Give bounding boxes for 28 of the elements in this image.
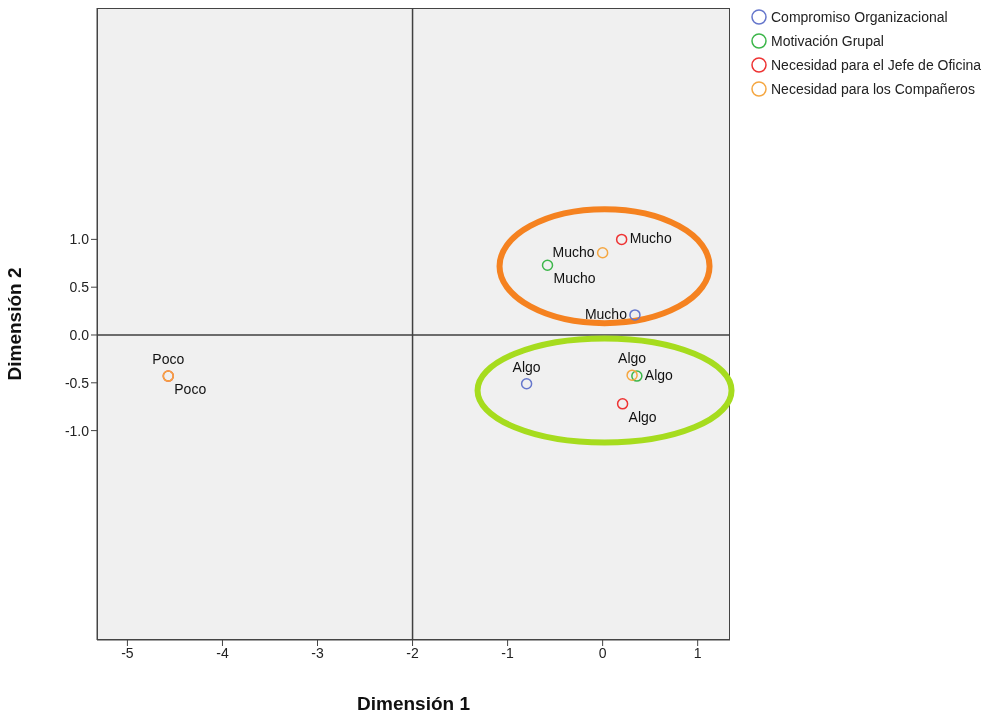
data-label: Poco (174, 381, 207, 398)
x-tick-label: -5 (121, 644, 134, 661)
x-tick-label: 0 (598, 644, 607, 661)
data-label: Algo (618, 350, 647, 367)
legend-label: Compromiso Organizacional (771, 8, 948, 25)
legend-label: Motivación Grupal (771, 32, 884, 49)
data-label: Algo (512, 358, 541, 375)
y-axis-title: Dimensión 2 (3, 267, 25, 381)
x-tick-label: -1 (501, 644, 515, 661)
x-tick-label: -2 (406, 644, 419, 661)
data-label: Mucho (552, 243, 595, 260)
x-tick-label: -4 (216, 644, 229, 661)
y-tick-label: 0.5 (69, 279, 90, 296)
y-tick-label: -1.0 (64, 422, 90, 439)
y-tick-label: -0.5 (64, 374, 90, 391)
data-label: Mucho (629, 230, 672, 247)
x-tick-label: 1 (693, 644, 702, 661)
data-label: Algo (628, 408, 657, 425)
data-label: Mucho (584, 305, 628, 322)
legend-label: Necesidad para los Compañeros (771, 80, 975, 97)
data-label: Mucho (553, 270, 596, 287)
x-axis-title: Dimensión 1 (357, 693, 471, 714)
legend-label: Necesidad para el Jefe de Oficina (771, 56, 982, 73)
y-tick-label: 1.0 (69, 231, 90, 248)
data-label: Poco (152, 351, 185, 368)
x-tick-label: -3 (311, 644, 324, 661)
data-label: Algo (644, 367, 674, 384)
y-tick-label: 0.0 (69, 326, 90, 343)
